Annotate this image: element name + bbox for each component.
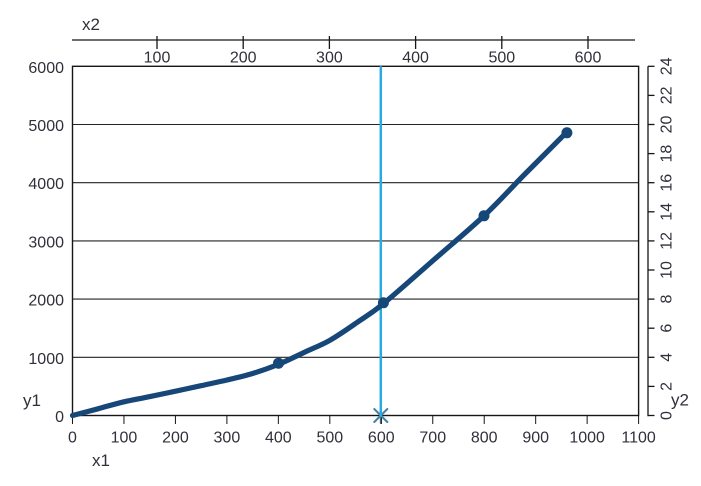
svg-text:y1: y1: [23, 391, 41, 410]
svg-text:400: 400: [265, 430, 292, 447]
svg-text:2: 2: [659, 382, 676, 391]
svg-text:500: 500: [316, 430, 343, 447]
svg-text:400: 400: [402, 50, 429, 67]
svg-text:1000: 1000: [28, 351, 64, 368]
svg-text:y2: y2: [671, 391, 689, 410]
svg-text:x2: x2: [82, 15, 100, 34]
svg-text:24: 24: [659, 57, 676, 75]
svg-text:2000: 2000: [28, 293, 64, 310]
svg-text:100: 100: [144, 50, 171, 67]
svg-text:900: 900: [522, 430, 549, 447]
svg-text:0: 0: [55, 409, 64, 426]
svg-text:22: 22: [659, 86, 676, 104]
svg-text:5000: 5000: [28, 118, 64, 135]
svg-text:600: 600: [368, 430, 395, 447]
svg-text:600: 600: [575, 50, 602, 67]
svg-text:0: 0: [68, 430, 77, 447]
svg-text:14: 14: [659, 203, 676, 221]
svg-text:1100: 1100: [621, 430, 656, 447]
svg-text:800: 800: [471, 430, 498, 447]
svg-text:20: 20: [659, 116, 676, 134]
svg-text:0: 0: [659, 411, 676, 420]
svg-text:6: 6: [659, 324, 676, 333]
svg-text:200: 200: [162, 430, 189, 447]
svg-text:8: 8: [659, 295, 676, 304]
svg-text:1000: 1000: [569, 430, 605, 447]
svg-text:300: 300: [316, 50, 343, 67]
svg-text:500: 500: [488, 50, 515, 67]
svg-text:300: 300: [214, 430, 241, 447]
svg-text:16: 16: [659, 174, 676, 192]
svg-text:6000: 6000: [28, 60, 64, 77]
svg-text:4000: 4000: [28, 176, 64, 193]
svg-text:12: 12: [659, 232, 676, 250]
svg-text:200: 200: [230, 50, 257, 67]
svg-text:18: 18: [659, 145, 676, 163]
svg-text:3000: 3000: [28, 234, 64, 251]
svg-text:x1: x1: [92, 451, 110, 470]
svg-text:100: 100: [111, 430, 138, 447]
svg-text:10: 10: [659, 261, 676, 279]
svg-text:700: 700: [419, 430, 446, 447]
svg-text:4: 4: [659, 353, 676, 362]
